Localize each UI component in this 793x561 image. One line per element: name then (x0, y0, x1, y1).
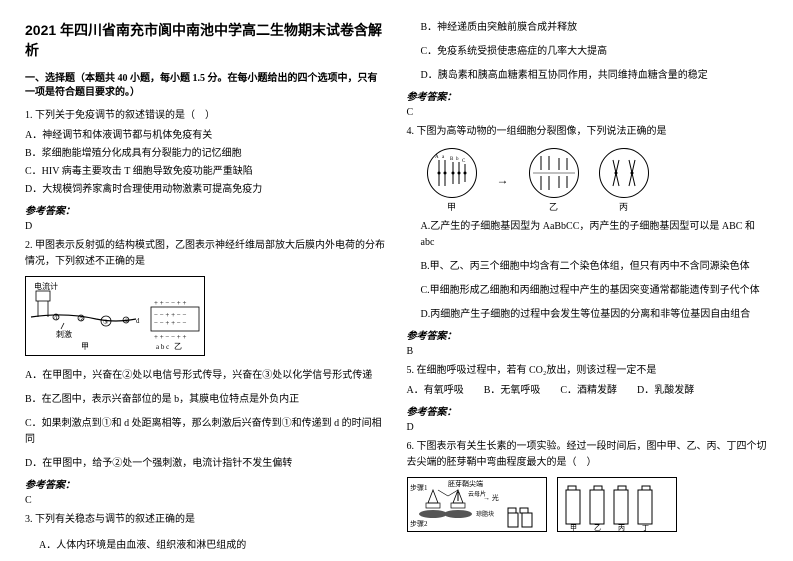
svg-text:乙: 乙 (594, 524, 601, 531)
q1-opt-a: A．神经调节和体液调节都与机体免疫有关 (25, 128, 387, 144)
svg-text:刺激: 刺激 (56, 329, 72, 339)
q2-opt-d: D．在甲图中，给予②处一个强刺激，电流计指针不发生偏转 (25, 456, 387, 472)
q5-opts: A．有氧呼吸 B．无氧呼吸 C．酒精发酵 D．乳酸发酵 (407, 383, 769, 399)
q4-opt-d: D.丙细胞产生子细胞的过程中会发生等位基因的分离和非等位基因自由组合 (407, 307, 769, 323)
svg-text:− − + + − −: − − + + − − (154, 311, 186, 319)
svg-text:A: A (435, 155, 439, 160)
svg-text:胚芽鞘尖端: 胚芽鞘尖端 (448, 479, 483, 488)
q4-opt-a: A.乙产生的子细胞基因型为 AaBbCC，丙产生的子细胞基因型可以是 ABC 和… (407, 219, 769, 251)
q1-answer-label: 参考答案： (25, 202, 387, 217)
svg-text:b: b (456, 157, 459, 162)
q3-answer-label: 参考答案： (407, 88, 769, 103)
svg-text:甲: 甲 (81, 342, 89, 351)
svg-text:丁: 丁 (642, 524, 649, 531)
svg-text:a b c: a b c (156, 343, 169, 351)
q4-opt-b: B.甲、乙、丙三个细胞中均含有二个染色体组，但只有丙中不含同源染色体 (407, 259, 769, 275)
q2-opt-a: A．在甲图中，兴奋在②处以电信号形式传导，兴奋在③处以化学信号形式传递 (25, 368, 387, 384)
q1-opt-d: D．大规模饲养家禽时合理使用动物激素可提高免疫力 (25, 182, 387, 198)
svg-text:①: ① (54, 315, 59, 322)
svg-text:d: d (136, 317, 140, 325)
cell-yi (529, 148, 579, 198)
q6-stem: 6. 下图表示有关生长素的一项实验。经过一段时间后，图中甲、乙、丙、丁四个切去尖… (407, 439, 769, 471)
q1-opt-c: C．HIV 病毒主要攻击 T 细胞导致免疫功能严重缺陷 (25, 164, 387, 180)
q4-opt-c: C.甲细胞形成乙细胞和丙细胞过程中产生的基因突变通常都能遗传到子代个体 (407, 283, 769, 299)
q2-answer: C (25, 495, 387, 506)
section-header: 一、选择题（本题共 40 小题，每小题 1.5 分。在每小题给出的四个选项中，只… (25, 72, 387, 100)
svg-text:B: B (450, 157, 454, 162)
svg-text:③: ③ (103, 319, 108, 326)
q2-opt-c: C．如果刺激点到①和 d 处距离相等，那么刺激后兴奋传到①和传递到 d 的时间相… (25, 416, 387, 448)
q2-opt-b: B．在乙图中，表示兴奋部位的是 b，其膜电位特点是外负内正 (25, 392, 387, 408)
svg-text:− − + + − −: − − + + − − (154, 319, 186, 327)
svg-text:+ + − − + +: + + − − + + (154, 333, 186, 341)
q1-answer: D (25, 221, 387, 232)
svg-text:→ 光: → 光 (483, 493, 499, 502)
q4-answer: B (407, 346, 769, 357)
q3-opt-a: A．人体内环境是由血液、组织液和淋巴组成的 (25, 538, 387, 554)
q1-opt-b: B．浆细胞能增殖分化成具有分裂能力的记忆细胞 (25, 146, 387, 162)
cell-label-jia: 甲 (427, 200, 477, 213)
q3-opt-c: C．免疫系统受损使患癌症的几率大大提高 (407, 44, 769, 60)
svg-text:丙: 丙 (618, 524, 625, 531)
cell-jia: Aa Bb C (427, 148, 477, 198)
q2-answer-label: 参考答案： (25, 476, 387, 491)
q1-stem: 1. 下列关于免疫调节的叙述错误的是（ ） (25, 108, 387, 124)
q6-figure: 胚芽鞘尖端 云母片 → 光 琼脂块 步骤1 步骤2 (407, 477, 769, 532)
svg-text:C: C (462, 159, 466, 164)
q4-stem: 4. 下图为高等动物的一组细胞分裂图像，下列说法正确的是 (407, 124, 769, 140)
svg-text:步骤2: 步骤2 (410, 519, 428, 528)
q2-figure: 电流计 ① ② ③ ④ d 刺激 甲 + + − − + + − − + + −… (25, 276, 205, 356)
q5-answer-label: 参考答案： (407, 403, 769, 418)
q2-stem: 2. 甲图表示反射弧的结构模式图，乙图表示神经纤维局部放大后膜内外电荷的分布情况… (25, 238, 387, 270)
svg-text:步骤1: 步骤1 (410, 483, 428, 492)
svg-text:甲: 甲 (570, 524, 577, 531)
arrow-icon: → (497, 173, 509, 188)
q5-stem: 5. 在细胞呼吸过程中，若有 CO₂放出，则该过程一定不是 (407, 363, 769, 379)
cell-label-bing: 丙 (599, 200, 649, 213)
q3-stem: 3. 下列有关稳态与调节的叙述正确的是 (25, 512, 387, 528)
q3-opt-d: D．胰岛素和胰高血糖素相互协同作用，共同维持血糖含量的稳定 (407, 68, 769, 84)
q3-opt-b: B．神经递质由突触前膜合成并释放 (407, 20, 769, 36)
q4-answer-label: 参考答案： (407, 327, 769, 342)
svg-text:琼脂块: 琼脂块 (476, 510, 494, 518)
q3-answer: C (407, 107, 769, 118)
svg-text:②: ② (79, 316, 84, 323)
cell-bing (599, 148, 649, 198)
svg-text:+ + − − + +: + + − − + + (154, 299, 186, 307)
fig-label-dianliu: 电流计 (34, 281, 58, 291)
svg-text:a: a (442, 155, 445, 160)
svg-text:④: ④ (124, 318, 129, 325)
page-title: 2021 年四川省南充市阆中南池中学高二生物期末试卷含解析 (25, 20, 387, 60)
cell-label-yi: 乙 (529, 200, 579, 213)
svg-text:乙: 乙 (174, 342, 182, 351)
q4-figure: Aa Bb C 甲 → 乙 (427, 148, 769, 213)
q5-answer: D (407, 422, 769, 433)
